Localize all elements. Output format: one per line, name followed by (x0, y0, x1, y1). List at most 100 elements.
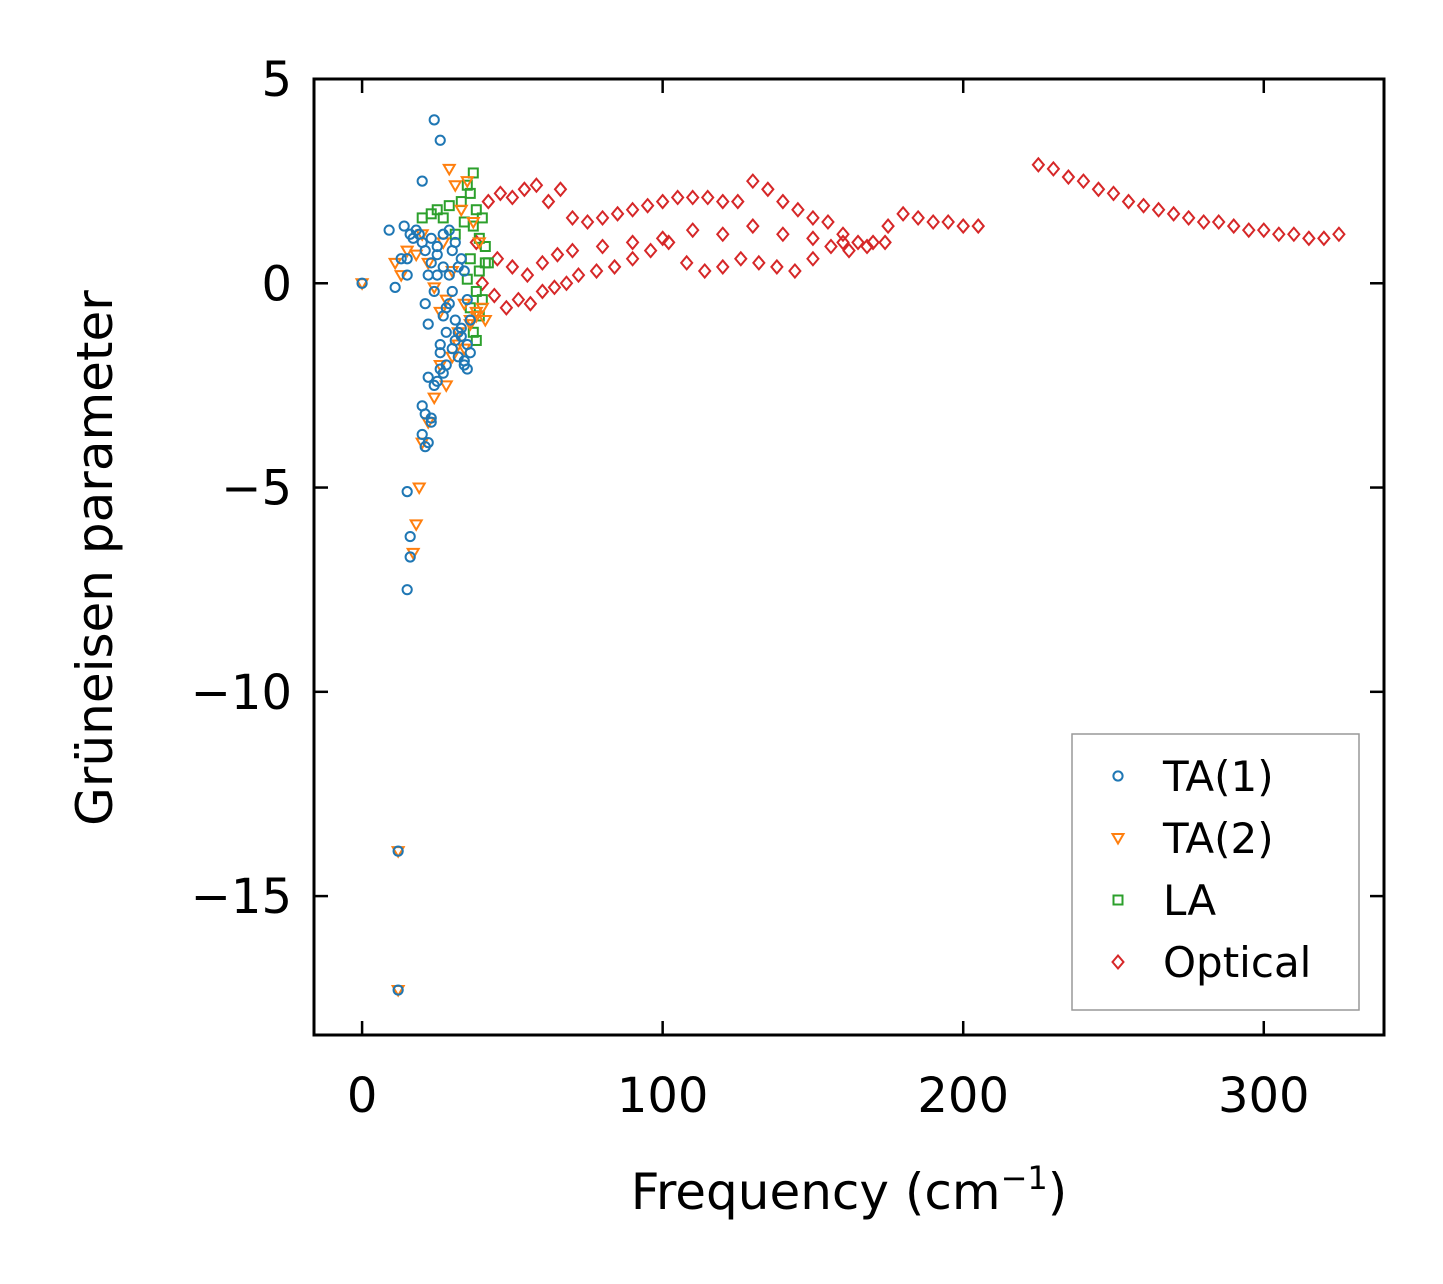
optical-point (860, 238, 874, 255)
ta-1-point (419, 298, 431, 310)
optical-point (806, 250, 820, 267)
optical-point (788, 262, 802, 280)
x-axis-label-superscript: −1 (1001, 1159, 1048, 1197)
optical-point (911, 209, 925, 226)
ta-1-point (437, 310, 449, 322)
optical-point (595, 209, 610, 226)
x-tick-label: 100 (617, 1068, 709, 1124)
optical-point (547, 279, 562, 296)
optical-point (643, 242, 658, 259)
optical-point (580, 213, 595, 231)
ta-1-point (422, 318, 434, 330)
optical-point (941, 213, 955, 231)
ta-1-point (449, 236, 461, 249)
optical-point (752, 254, 766, 271)
ta-2-point (478, 315, 493, 328)
la-point (464, 187, 476, 199)
optical-point (475, 275, 490, 292)
ta-2-point (411, 482, 427, 496)
optical-point (836, 226, 850, 243)
ta-2-point (439, 380, 454, 393)
la-point (455, 196, 467, 208)
x-tick-label: 200 (917, 1068, 1009, 1124)
ta-1-point (383, 224, 395, 236)
optical-point (700, 189, 715, 206)
la-point (467, 220, 479, 232)
ta-1-point (455, 253, 467, 265)
ta-1-point (422, 269, 434, 281)
optical-point (776, 193, 790, 210)
optical-point (1106, 185, 1121, 202)
optical-point (685, 189, 700, 206)
optical-point (565, 209, 580, 226)
ta-1-point (389, 281, 401, 293)
optical-point (535, 283, 550, 300)
optical-point (733, 250, 748, 267)
ta-1-point (440, 326, 452, 338)
axes-frame (312, 77, 1386, 1037)
optical-point (541, 193, 556, 210)
y-tick-label: 5 (261, 52, 292, 108)
ta-2-point (472, 237, 487, 250)
optical-point (685, 222, 700, 239)
ta-1-point (404, 551, 416, 563)
optical-point (1302, 230, 1316, 247)
ta-1-point (422, 437, 434, 449)
optical-point (1091, 181, 1106, 198)
ta-1-point (416, 428, 428, 441)
la-point (431, 204, 443, 216)
ta-1-point (440, 359, 452, 371)
x-axis-label: Frequency (cm−1) (631, 1159, 1068, 1221)
la-point (473, 265, 485, 277)
ta-2-point (439, 294, 454, 308)
optical-point (589, 262, 604, 280)
optical-point (1151, 201, 1166, 218)
ta-1-point (395, 253, 407, 265)
optical-point (1287, 226, 1301, 243)
optical-point (490, 250, 505, 267)
legend-marker (1112, 894, 1124, 906)
optical-point (595, 238, 610, 255)
ta-2-point (426, 392, 442, 406)
ta-1-point (392, 845, 404, 857)
x-axis-label-suffix: ) (1048, 1163, 1068, 1221)
x-axis-label-text: Frequency (cm (631, 1163, 1001, 1221)
optical-point (1136, 197, 1151, 214)
ta-2-point (454, 204, 469, 218)
ta-2-point (445, 266, 460, 279)
optical-point (517, 181, 532, 198)
optical-point (836, 234, 850, 251)
optical-point (746, 218, 760, 235)
series-ta-1- (356, 114, 476, 996)
optical-point (1046, 160, 1061, 177)
ta-1-point (458, 265, 470, 277)
optical-point (926, 213, 940, 231)
optical-point (824, 238, 838, 255)
la-point (470, 285, 482, 297)
ta-1-point (401, 486, 413, 498)
y-tick-label: −10 (191, 665, 292, 721)
legend-label: TA(1) (1162, 752, 1274, 801)
legend-marker (1110, 833, 1126, 846)
optical-point (881, 218, 895, 235)
x-tick-label: 300 (1218, 1068, 1310, 1124)
optical-point (1061, 169, 1076, 186)
ta-1-point (356, 277, 368, 289)
points-group (354, 114, 1346, 998)
la-point (470, 204, 482, 216)
ta-1-point (434, 338, 446, 351)
optical-point (493, 185, 508, 202)
ta-2-point (387, 257, 403, 271)
y-tick-label: −5 (221, 461, 292, 517)
legend-marker (1111, 953, 1125, 971)
optical-point (715, 226, 730, 243)
la-point (482, 257, 494, 269)
optical-point (1271, 226, 1286, 243)
ta-1-point (425, 257, 437, 269)
y-tick-label: 0 (261, 256, 292, 312)
ta-1-point (431, 375, 443, 387)
optical-point (553, 181, 568, 198)
ta-2-point (433, 306, 448, 320)
optical-point (878, 234, 892, 251)
ticks-group: 0 100 200 300 5 0 −5 −10 −15 (191, 52, 1384, 1124)
